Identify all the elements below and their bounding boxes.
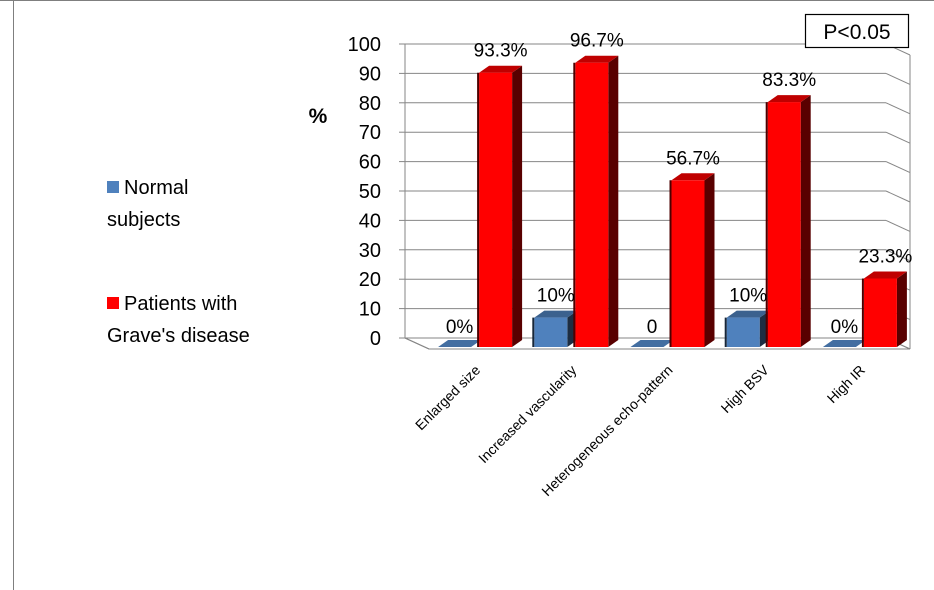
bar-edge — [669, 180, 672, 347]
y-tick-label: 50 — [359, 181, 381, 203]
legend-label: Normal — [124, 177, 188, 199]
bar-patients — [767, 102, 801, 348]
gridline-side — [885, 219, 911, 232]
y-tick-label: 60 — [359, 152, 381, 174]
y-tick-label: 0 — [370, 328, 381, 350]
gridline-side — [885, 72, 911, 85]
floor-left-edge — [404, 337, 430, 350]
data-label: 0 — [647, 317, 658, 338]
gridline-side — [885, 102, 911, 115]
bar-patients — [479, 72, 513, 347]
bar-patients — [575, 62, 609, 348]
bar-top — [767, 95, 811, 103]
bar-side — [512, 65, 523, 347]
legend-label: subjects — [107, 209, 180, 231]
bar-side — [608, 55, 619, 348]
data-label: 56.7% — [666, 148, 720, 169]
bar-side — [896, 271, 907, 347]
data-label: 23.3% — [858, 246, 912, 267]
data-label: 96.7% — [570, 31, 624, 52]
bar-top — [671, 173, 715, 181]
y-tick-label: 30 — [359, 240, 381, 262]
gridline-side — [885, 190, 911, 203]
category-label: High BSV — [718, 361, 773, 416]
bar-normal — [438, 340, 482, 347]
bar-edge — [477, 72, 480, 347]
category-label: Enlarged size — [412, 362, 483, 433]
y-tick-labels: 0 10 20 30 40 50 60 70 80 90 100 — [348, 34, 381, 350]
data-label: 93.3% — [474, 41, 528, 62]
y-tick-label: 90 — [359, 63, 381, 85]
legend-label: Patients with — [124, 293, 237, 315]
category-label: Increased vascularity — [475, 362, 579, 466]
bar-normal — [726, 317, 760, 347]
bar-edge — [724, 317, 727, 347]
bar-top — [534, 310, 578, 318]
bar-edge — [861, 278, 864, 347]
bar-side — [704, 173, 715, 347]
bar-side — [800, 95, 811, 348]
y-tick-label: 10 — [359, 299, 381, 321]
data-label: 10% — [537, 286, 575, 307]
data-label: 0% — [446, 317, 474, 338]
p-value-frame — [804, 13, 910, 49]
axes — [399, 43, 911, 350]
bars — [438, 55, 907, 348]
gridline-side — [885, 161, 911, 174]
bar-patients — [863, 278, 897, 347]
legend-swatch — [107, 181, 119, 193]
bar-edge — [573, 62, 576, 348]
bar-normal — [822, 340, 866, 347]
bar-edge — [765, 102, 768, 348]
p-value-annotation: P<0.05 — [823, 21, 890, 44]
legend: Normal subjects Patients with Grave's disea… — [107, 177, 250, 347]
y-axis-label: % — [309, 105, 328, 128]
category-label: High IR — [824, 362, 868, 406]
bar-patients — [671, 180, 705, 347]
y-tick-label: 80 — [359, 93, 381, 115]
bar-normal — [630, 340, 674, 347]
y-tick-label: 70 — [359, 122, 381, 144]
bar-top — [726, 310, 770, 318]
p-value-box: P<0.05 — [804, 13, 910, 49]
data-label: 10% — [729, 286, 767, 307]
bar-normal — [534, 317, 568, 347]
bar-top — [575, 55, 619, 63]
data-label: 83.3% — [762, 70, 816, 91]
data-labels: 0% 93.3% 10% 96.7% 0 56.7% 10% 83.3% 0% 23.3% — [446, 31, 913, 338]
y-tick-label: 20 — [359, 269, 381, 291]
gridline-side — [885, 249, 911, 262]
legend-label: Grave's disease — [107, 325, 250, 347]
gridline-side — [885, 131, 911, 144]
bar-edge — [532, 317, 535, 347]
data-label: 0% — [831, 317, 859, 338]
y-tick-label: 40 — [359, 210, 381, 232]
y-tick-label: 100 — [348, 34, 381, 56]
legend-swatch — [107, 297, 119, 309]
bar-top — [863, 271, 907, 279]
bar-top — [479, 65, 523, 73]
